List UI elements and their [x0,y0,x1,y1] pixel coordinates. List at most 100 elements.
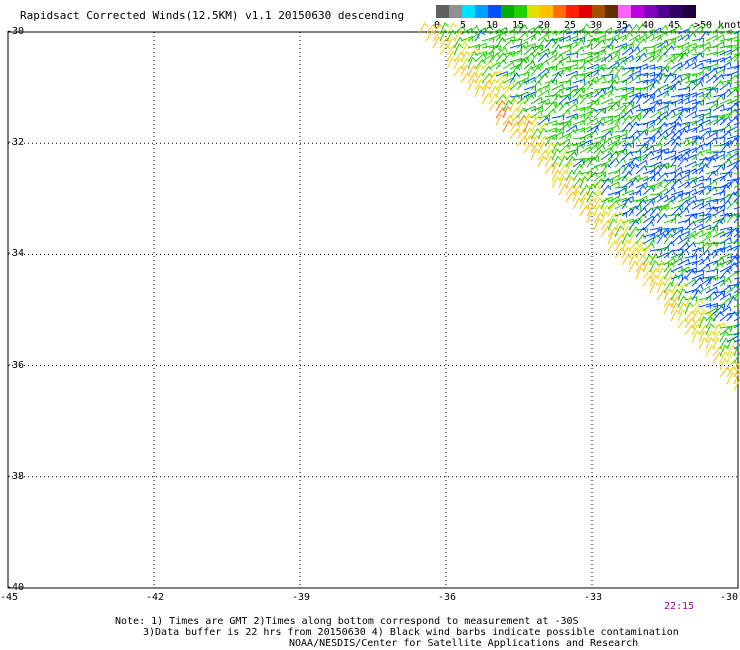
wind-barb [516,40,529,49]
wind-barb [635,33,648,42]
wind-barb [628,104,641,112]
wind-barb [537,25,550,35]
wind-barb [642,207,655,217]
wind-barb [530,44,544,51]
wind-barb [537,114,551,121]
wind-barb [551,72,562,84]
legend-swatch [683,5,696,18]
wind-barb [726,160,739,168]
wind-barb [488,61,501,70]
wind-barb [677,51,689,63]
wind-barb [656,178,668,189]
wind-barb [516,44,528,56]
wind-barb [607,65,619,77]
wind-barb [663,228,676,238]
wind-barb [495,93,507,105]
wind-barb [684,324,696,336]
wind-barb [733,234,740,245]
wind-barb [684,310,696,322]
wind-barb [670,24,683,35]
wind-barb [656,233,668,245]
wind-barb [726,245,739,252]
wind-barb [670,93,684,100]
wind-barb [677,76,690,84]
wind-barb [698,163,710,175]
wind-barb [733,64,740,70]
legend-swatch [618,5,631,18]
wind-barb [663,281,674,294]
wind-barb [691,202,704,210]
wind-barb [649,205,661,217]
wind-barb [502,70,515,77]
wind-barb [684,254,698,261]
wind-barb [705,240,717,252]
wind-barb [684,176,697,183]
wind-barb [544,50,557,56]
wind-barb [733,39,740,42]
wind-barb [565,63,578,70]
wind-barb [712,279,725,287]
wind-barb [544,101,558,108]
wind-barb [684,120,697,127]
longitude-label: -30 [720,592,739,603]
wind-barb [705,302,719,309]
wind-barb [579,31,592,42]
wind-barb [733,277,740,280]
wind-barb [649,100,661,112]
wind-barb [670,295,681,308]
wind-barb [621,180,634,189]
wind-barb [705,186,718,196]
wind-barb [558,93,572,100]
wind-barb [705,290,718,301]
wind-barb [712,190,726,197]
wind-barb [614,65,626,77]
wind-barb [712,204,726,211]
wind-barb [642,51,656,57]
wind-barb [733,121,740,126]
wind-barb [467,44,481,50]
wind-barb [670,111,683,119]
wind-barb [474,72,485,84]
wind-barb [656,65,670,72]
wind-barb [670,274,680,287]
wind-barb [474,85,484,98]
wind-barb [628,55,641,63]
wind-barb [635,92,649,99]
wind-barb [432,23,444,35]
wind-barb [663,44,675,56]
wind-barb [677,124,690,133]
wind-barb [719,171,733,178]
wind-barb [663,233,675,245]
wind-barb [628,37,640,49]
wind-barb [726,88,739,98]
wind-barb [635,181,648,189]
wind-barb [642,54,655,63]
wind-barb [558,122,571,133]
wind-barb [628,46,641,56]
wind-barb [593,211,604,224]
wind-barb [439,37,451,49]
wind-barb [628,163,640,175]
wind-barb [677,230,690,238]
wind-barb [586,69,599,77]
wind-barb [579,23,591,35]
wind-barb [733,143,740,147]
wind-barb [691,189,704,196]
wind-barb [600,177,612,189]
wind-barb [691,175,704,182]
wind-barb [537,89,550,98]
wind-barb [600,211,610,224]
wind-barb [733,290,740,301]
wind-barb [691,137,705,143]
wind-barb [698,41,711,49]
wind-barb [551,53,564,63]
wind-barb [551,127,565,134]
wind-barb [684,199,697,210]
wind-barb [649,233,661,245]
wind-barb [607,195,620,203]
wind-barb [628,219,640,231]
wind-barb [733,206,740,210]
wind-barb [712,73,725,84]
wind-barb [530,65,542,77]
wind-barb [565,70,578,77]
